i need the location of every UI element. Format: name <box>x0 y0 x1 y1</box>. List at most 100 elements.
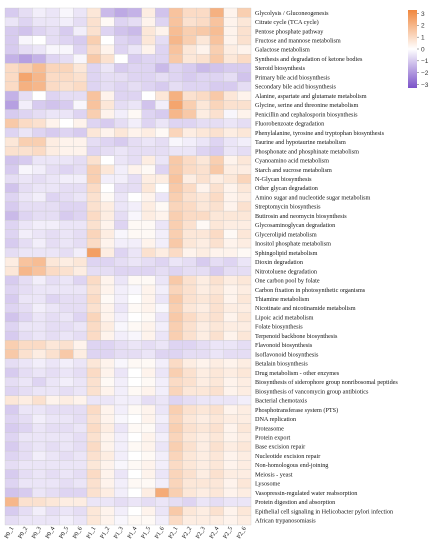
heatmap-cell <box>237 174 252 184</box>
heatmap-cell <box>18 312 33 323</box>
color-legend-tick-label: 2 <box>421 23 425 30</box>
heatmap-cell <box>59 460 74 470</box>
heatmap-cell <box>114 81 129 92</box>
heatmap-cell <box>45 358 60 369</box>
heatmap-cell <box>182 275 197 286</box>
heatmap-cell <box>127 478 142 489</box>
heatmap-cell <box>168 386 183 396</box>
heatmap-cell <box>86 192 101 203</box>
heatmap-cell <box>45 506 60 516</box>
heatmap-cell <box>32 284 47 295</box>
heatmap-cell <box>168 201 183 212</box>
heatmap-cell <box>223 26 238 36</box>
heatmap-cell <box>155 109 170 119</box>
heatmap-cell <box>237 63 252 73</box>
heatmap-cell <box>223 229 238 239</box>
heatmap-cell <box>32 90 47 101</box>
heatmap-cell <box>196 497 211 507</box>
heatmap-cell <box>237 118 252 129</box>
heatmap-cell <box>86 294 101 304</box>
heatmap-cell <box>59 395 74 406</box>
heatmap-cell <box>127 229 142 239</box>
heatmap-cell <box>209 35 224 46</box>
heatmap-cell <box>73 127 88 138</box>
heatmap-cell <box>155 192 170 203</box>
heatmap-cell <box>196 63 211 73</box>
heatmap-cell <box>209 155 224 166</box>
heatmap-cell <box>32 275 47 286</box>
heatmap-cell <box>196 469 211 480</box>
heatmap-cell <box>100 164 115 175</box>
heatmap-cell <box>86 100 101 110</box>
heatmap-cell <box>155 515 170 526</box>
heatmap-cell <box>59 506 74 516</box>
heatmap-cell <box>18 294 33 304</box>
heatmap-cell <box>196 238 211 249</box>
heatmap-cell <box>86 367 101 378</box>
heatmap-cell <box>100 386 115 396</box>
heatmap-cell <box>182 395 197 406</box>
heatmap-cell <box>73 63 88 73</box>
heatmap-cell <box>73 312 88 323</box>
heatmap-cell <box>18 386 33 396</box>
column-label: P2_1 <box>167 526 179 541</box>
heatmap-cell <box>100 515 115 526</box>
heatmap-cell <box>182 26 197 36</box>
heatmap-cell <box>209 7 224 18</box>
heatmap-cell <box>141 284 156 295</box>
row-label: Taurine and hypotaurine metabolism <box>255 139 346 146</box>
heatmap-cell <box>45 7 60 18</box>
heatmap-cell <box>4 487 19 498</box>
heatmap-cell <box>237 432 252 443</box>
heatmap-cell <box>32 247 47 258</box>
column-label: P1_6 <box>153 526 165 541</box>
heatmap-cell <box>209 506 224 516</box>
heatmap-cell <box>168 174 183 184</box>
heatmap-cell <box>196 294 211 304</box>
heatmap-cell <box>237 100 252 110</box>
heatmap-cell <box>100 201 115 212</box>
heatmap-cell <box>168 404 183 415</box>
heatmap-cell <box>237 155 252 166</box>
heatmap-cell <box>32 386 47 396</box>
heatmap-cell <box>73 44 88 55</box>
heatmap-cell <box>237 414 252 424</box>
heatmap-cell <box>86 137 101 147</box>
row-label: Betalain biosynthesis <box>255 361 308 368</box>
heatmap-cell <box>223 303 238 313</box>
heatmap-cell <box>45 53 60 64</box>
heatmap-cell <box>237 90 252 101</box>
heatmap-cell <box>182 460 197 470</box>
heatmap-cell <box>196 90 211 101</box>
heatmap-cell <box>127 53 142 64</box>
heatmap-cell <box>32 201 47 212</box>
heatmap-cells <box>4 7 252 526</box>
heatmap-cell <box>86 53 101 64</box>
heatmap-cell <box>223 515 238 526</box>
heatmap-cell <box>45 432 60 443</box>
heatmap-cell <box>114 63 129 73</box>
heatmap-cell <box>209 340 224 350</box>
heatmap-cell <box>196 155 211 166</box>
heatmap-cell <box>196 109 211 119</box>
heatmap-cell <box>100 312 115 323</box>
heatmap-cell <box>18 174 33 184</box>
heatmap-cell <box>127 164 142 175</box>
heatmap-cell <box>196 330 211 341</box>
heatmap-cell <box>114 137 129 147</box>
heatmap-cell <box>182 340 197 350</box>
heatmap-cell <box>18 90 33 101</box>
heatmap-cell <box>209 192 224 203</box>
row-label: Folate biosynthesis <box>255 324 303 331</box>
heatmap-cell <box>223 137 238 147</box>
heatmap-cell <box>127 321 142 332</box>
heatmap-cell <box>18 17 33 27</box>
heatmap-cell <box>18 515 33 526</box>
heatmap-cell <box>59 432 74 443</box>
heatmap-cell <box>100 247 115 258</box>
heatmap-cell <box>4 53 19 64</box>
heatmap-cell <box>45 100 60 110</box>
heatmap-cell <box>141 487 156 498</box>
heatmap-cell <box>32 515 47 526</box>
heatmap-cell <box>182 229 197 239</box>
